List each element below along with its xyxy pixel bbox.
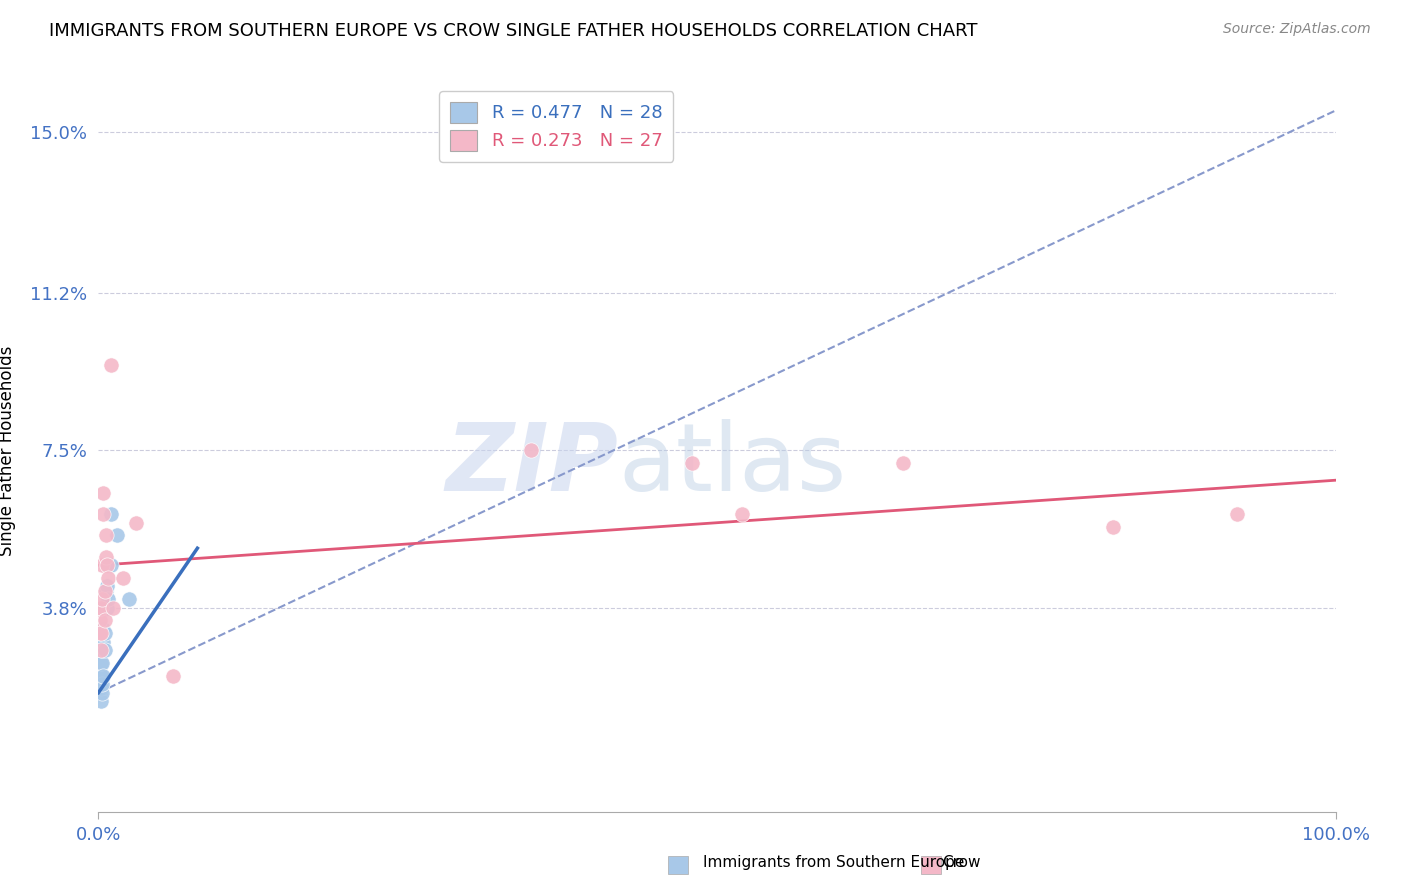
Point <box>103 600 125 615</box>
Point <box>891 456 914 470</box>
Point <box>93 486 115 500</box>
Point <box>91 686 114 700</box>
Point <box>731 507 754 521</box>
Point <box>520 443 543 458</box>
Point <box>100 507 122 521</box>
Point <box>89 600 111 615</box>
Point <box>93 626 115 640</box>
Point <box>94 528 117 542</box>
Point <box>100 558 122 573</box>
Point <box>97 592 120 607</box>
Point <box>90 681 112 696</box>
Point <box>93 614 115 628</box>
Point <box>112 571 135 585</box>
Point <box>162 669 184 683</box>
Point <box>90 600 112 615</box>
Point <box>96 579 118 593</box>
Point <box>94 549 117 564</box>
Text: IMMIGRANTS FROM SOUTHERN EUROPE VS CROW SINGLE FATHER HOUSEHOLDS CORRELATION CHA: IMMIGRANTS FROM SOUTHERN EUROPE VS CROW … <box>49 22 977 40</box>
Text: Crow: Crow <box>942 855 980 870</box>
Point <box>93 507 115 521</box>
Point <box>96 558 118 573</box>
Text: Immigrants from Southern Europe: Immigrants from Southern Europe <box>703 855 965 870</box>
Legend: R = 0.477   N = 28, R = 0.273   N = 27: R = 0.477 N = 28, R = 0.273 N = 27 <box>439 91 673 161</box>
Text: atlas: atlas <box>619 419 846 511</box>
Point <box>93 600 115 615</box>
Text: Source: ZipAtlas.com: Source: ZipAtlas.com <box>1223 22 1371 37</box>
Point <box>1226 507 1249 521</box>
Point <box>93 643 115 657</box>
Y-axis label: Single Father Households: Single Father Households <box>0 345 17 556</box>
Point <box>93 622 115 636</box>
Point <box>96 600 118 615</box>
Point <box>89 614 111 628</box>
Point <box>89 677 111 691</box>
Point <box>1102 520 1125 534</box>
Point <box>89 626 111 640</box>
Point <box>89 669 111 683</box>
Point <box>93 669 115 683</box>
Point <box>89 686 111 700</box>
Point <box>681 456 703 470</box>
Point <box>118 592 141 607</box>
Point <box>89 660 111 674</box>
Point <box>100 359 122 373</box>
Point <box>91 656 114 670</box>
Point <box>90 656 112 670</box>
Point <box>91 643 114 657</box>
Point <box>90 626 112 640</box>
Point <box>93 634 115 648</box>
Point <box>90 694 112 708</box>
Point <box>91 558 114 573</box>
Point <box>97 558 120 573</box>
Point <box>124 516 146 530</box>
Point <box>94 583 117 598</box>
Point <box>91 677 114 691</box>
Point <box>94 600 117 615</box>
Text: ZIP: ZIP <box>446 419 619 511</box>
Point <box>91 592 114 607</box>
Point <box>90 643 112 657</box>
Point <box>97 571 120 585</box>
Point <box>90 669 112 683</box>
Point <box>105 528 128 542</box>
Point <box>93 583 115 598</box>
